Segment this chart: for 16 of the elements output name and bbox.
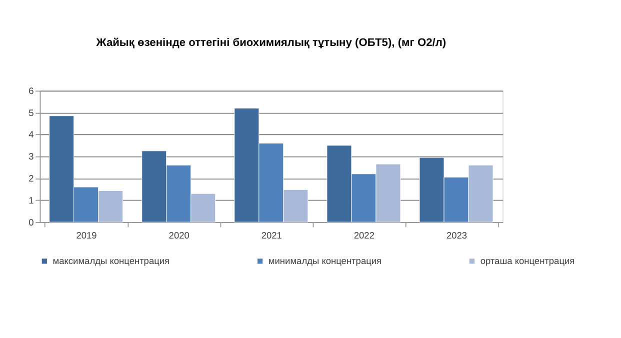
y-tick-label: 4 xyxy=(28,130,34,140)
legend-label: орташа концентрация xyxy=(480,256,575,266)
y-tick-label: 3 xyxy=(28,152,34,162)
x-tick-label: 2020 xyxy=(168,230,190,240)
x-tick-label: 2022 xyxy=(354,230,374,240)
chart-title: Жайық өзенінде оттегіні биохимиялық тұтыну (ОБТ5), (мг О2/л) xyxy=(95,37,446,50)
y-tick-label: 5 xyxy=(28,108,34,118)
x-tick-label: 2021 xyxy=(261,230,282,240)
legend-label: минималды концентрация xyxy=(268,256,382,266)
y-tick-label: 1 xyxy=(28,195,34,206)
legend-label: максималды концентрация xyxy=(52,256,170,266)
y-tick-label: 6 xyxy=(28,86,34,96)
x-tick-label: 2023 xyxy=(446,230,468,240)
y-tick-label: 2 xyxy=(28,174,34,184)
x-tick-label: 2019 xyxy=(76,230,97,240)
y-tick-label: 0 xyxy=(28,217,34,228)
